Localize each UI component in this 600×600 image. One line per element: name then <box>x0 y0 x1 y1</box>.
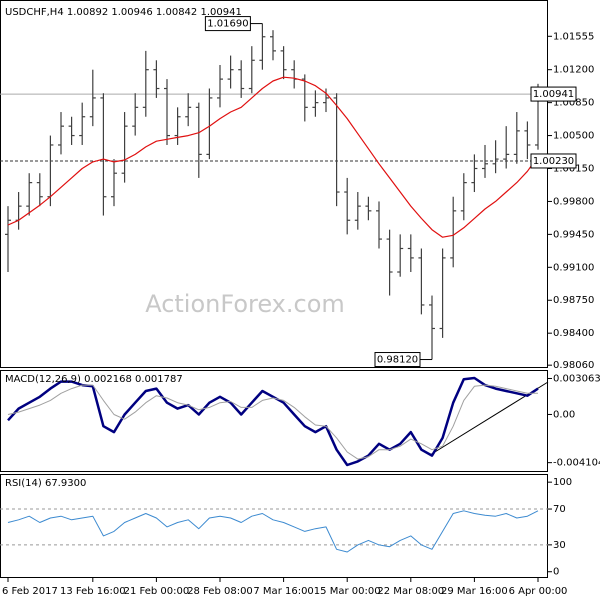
moving-average <box>7 76 539 238</box>
y-tick-label: 0.99450 <box>553 229 594 240</box>
x-tick-label: 29 Mar 16:00 <box>441 586 508 597</box>
annotation-box <box>204 16 251 32</box>
y-tick-label: 100 <box>553 477 572 488</box>
annotation-label: 0.98120 <box>377 355 418 366</box>
y-tick-label: 1.00150 <box>553 164 594 175</box>
series-line <box>7 510 539 553</box>
pane-title: RSI(14) 67.9300 <box>5 478 86 489</box>
y-tick-label: 0.98750 <box>553 295 594 306</box>
y-tick-label: 0.003063 <box>553 373 600 384</box>
watermark: ActionForex.com <box>145 290 345 318</box>
series-line <box>7 376 539 467</box>
pane-title: MACD(12,26,9) 0.002168 0.001787 <box>5 374 183 385</box>
x-tick-label: 22 Mar 08:00 <box>377 586 444 597</box>
y-tick-label: 1.00500 <box>553 131 594 142</box>
y-tick-label: 0.99100 <box>553 262 594 273</box>
y-tick-label: 0.00 <box>553 409 575 420</box>
annotation-box <box>374 352 421 368</box>
annotation-label: 1.01690 <box>207 19 248 30</box>
y-tick-label: 70 <box>553 504 566 515</box>
level-box <box>530 86 577 102</box>
price-pane <box>0 0 548 368</box>
x-tick-label: 15 Mar 00:00 <box>314 586 381 597</box>
y-tick-label: 0 <box>553 567 559 578</box>
series-line <box>7 384 538 460</box>
y-tick-label: 1.01200 <box>553 65 594 76</box>
y-tick-label: 0.98400 <box>553 328 594 339</box>
x-tick-label: 13 Feb 16:00 <box>60 586 126 597</box>
rsi-pane <box>0 474 548 578</box>
level-box <box>530 153 577 169</box>
y-tick-label: 0.98060 <box>553 360 594 371</box>
y-tick-label: 1.01555 <box>553 31 594 42</box>
y-tick-label: -0.004104 <box>553 458 600 469</box>
level-label: 1.00941 <box>533 89 574 100</box>
level-label: 1.00230 <box>533 156 574 167</box>
x-tick-label: 28 Feb 08:00 <box>187 586 253 597</box>
x-tick-label: 6 Apr 00:00 <box>509 586 568 597</box>
y-tick-label: 30 <box>553 540 566 551</box>
macd-pane <box>0 370 548 472</box>
y-tick-label: 0.99800 <box>553 196 594 207</box>
x-tick-label: 6 Feb 2017 <box>2 586 58 597</box>
x-tick-label: 21 Feb 00:00 <box>124 586 190 597</box>
x-tick-label: 7 Mar 16:00 <box>253 586 313 597</box>
y-tick-label: 1.00850 <box>553 98 594 109</box>
pane-title: USDCHF,H4 1.00892 1.00946 1.00842 1.0094… <box>5 7 242 18</box>
